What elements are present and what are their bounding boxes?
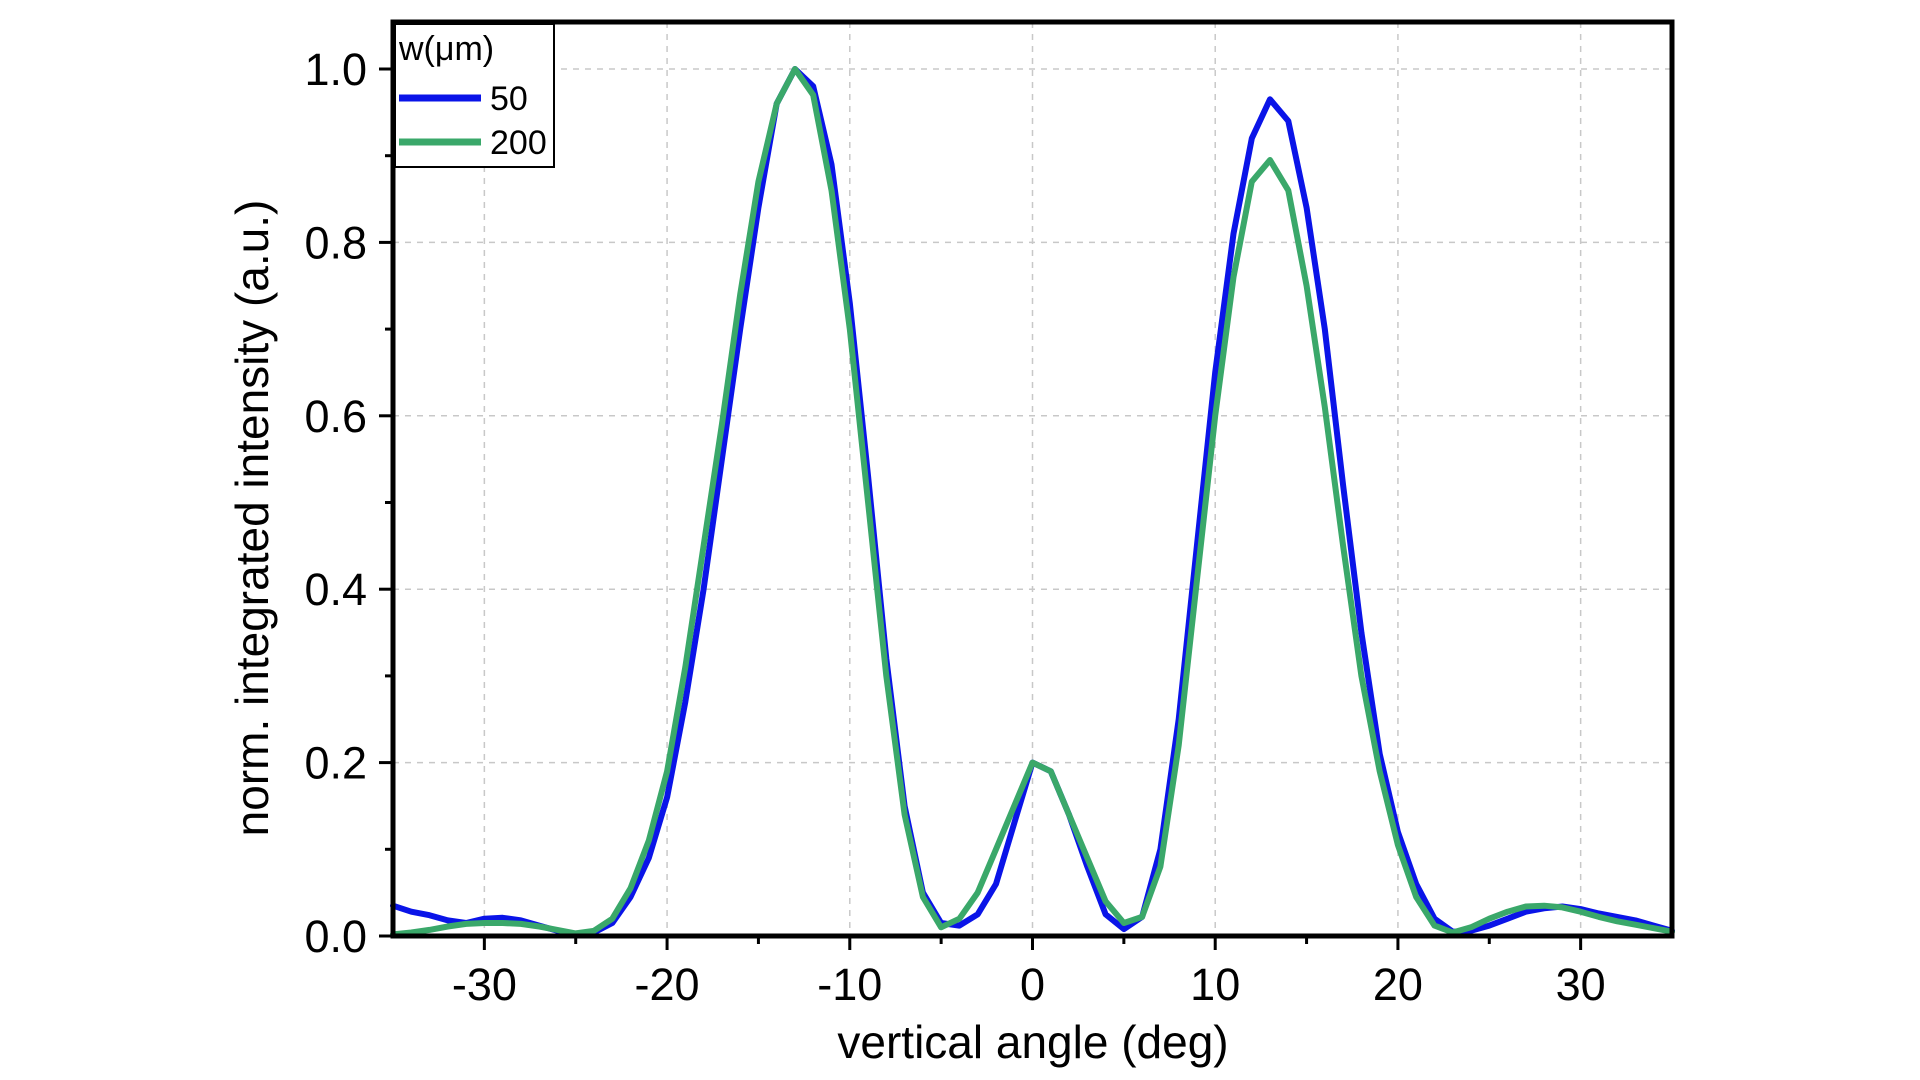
x-tick-label: 30 — [1556, 959, 1606, 1010]
y-tick-label: 0.6 — [304, 391, 367, 442]
legend-title: w(μm) — [398, 30, 494, 68]
legend: w(μm) 50 200 — [394, 23, 555, 168]
x-tick-label: -10 — [817, 959, 882, 1010]
x-tick-label: -20 — [635, 959, 700, 1010]
x-tick-label: -30 — [452, 959, 517, 1010]
x-tick-label: 0 — [1020, 959, 1045, 1010]
y-tick-label: 0.4 — [304, 564, 367, 615]
x-axis-ticks: -30 -20 -10 0 10 20 30 — [452, 936, 1606, 1010]
x-tick-label: 20 — [1373, 959, 1423, 1010]
y-axis-title: norm. integrated intensity (a.u.) — [226, 200, 278, 837]
legend-label-50: 50 — [490, 80, 528, 118]
legend-label-200: 200 — [490, 124, 547, 162]
grid-lines — [393, 22, 1672, 936]
y-axis-ticks: 0.0 0.2 0.4 0.6 0.8 1.0 — [304, 44, 393, 962]
y-tick-label: 0.8 — [304, 217, 367, 268]
series-lines — [390, 66, 1675, 938]
series-line-200 — [390, 66, 1675, 938]
y-tick-label: 0.2 — [304, 738, 367, 789]
x-axis-title: vertical angle (deg) — [837, 1016, 1228, 1068]
x-tick-label: 10 — [1190, 959, 1240, 1010]
y-tick-label: 0.0 — [304, 911, 367, 962]
y-tick-label: 1.0 — [304, 44, 367, 95]
